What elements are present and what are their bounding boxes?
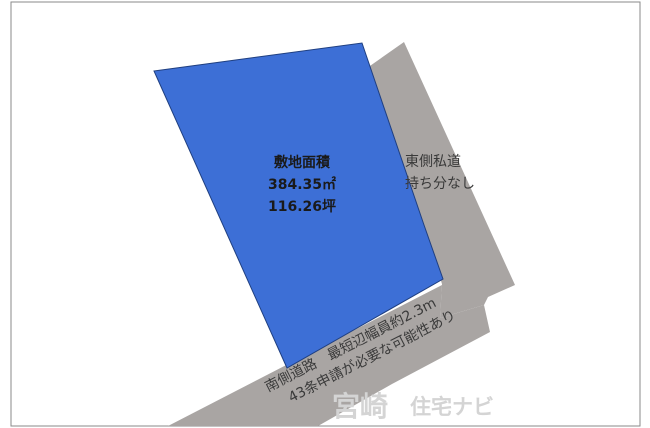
- watermark-suffix: 住宅ナビ: [410, 395, 494, 419]
- east-road-label-line1: 東側私道: [405, 154, 461, 170]
- lot-area-sqm: 384.35㎡: [268, 176, 336, 193]
- lot-polygon: [153, 42, 444, 369]
- south-road: [168, 285, 490, 426]
- diagram-border: [10, 1, 641, 427]
- lot-area-tsubo: 116.26坪: [268, 199, 336, 215]
- east-road-label-line2: 持ち分なし: [405, 176, 475, 192]
- watermark-brand: 宮崎: [332, 390, 388, 423]
- east-private-road: [357, 42, 515, 318]
- lot-title: 敷地面積: [274, 154, 331, 171]
